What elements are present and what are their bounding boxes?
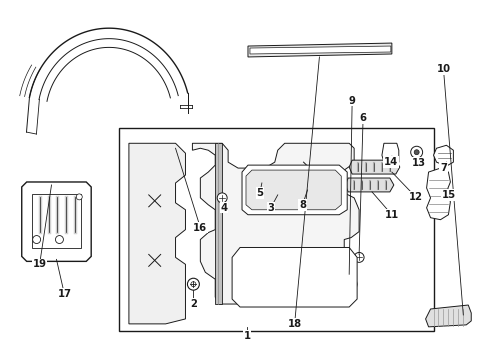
- Polygon shape: [232, 247, 357, 307]
- Polygon shape: [215, 143, 222, 304]
- Text: 17: 17: [57, 289, 72, 299]
- Circle shape: [303, 187, 308, 191]
- Text: 6: 6: [360, 113, 367, 123]
- Polygon shape: [382, 143, 399, 165]
- Text: 4: 4: [220, 203, 228, 213]
- Text: 9: 9: [349, 96, 356, 105]
- Circle shape: [191, 282, 196, 287]
- Polygon shape: [345, 178, 394, 192]
- Text: 3: 3: [268, 203, 274, 213]
- Text: 8: 8: [299, 200, 306, 210]
- Circle shape: [300, 184, 311, 194]
- Text: 7: 7: [440, 163, 447, 173]
- Circle shape: [345, 273, 353, 281]
- Text: 11: 11: [385, 210, 399, 220]
- Polygon shape: [22, 182, 91, 261]
- Text: 13: 13: [412, 158, 426, 168]
- Text: 19: 19: [33, 259, 47, 269]
- Polygon shape: [427, 168, 450, 220]
- Polygon shape: [32, 194, 81, 248]
- Circle shape: [257, 170, 267, 180]
- Circle shape: [414, 150, 419, 155]
- Circle shape: [354, 252, 364, 262]
- Polygon shape: [426, 305, 471, 327]
- Polygon shape: [193, 143, 359, 304]
- Text: 16: 16: [193, 222, 207, 233]
- Text: 14: 14: [384, 157, 398, 167]
- Polygon shape: [129, 143, 185, 324]
- Circle shape: [76, 194, 82, 200]
- Polygon shape: [349, 160, 400, 174]
- Text: 12: 12: [409, 192, 423, 202]
- Circle shape: [188, 278, 199, 290]
- Circle shape: [33, 235, 41, 243]
- Circle shape: [55, 235, 63, 243]
- Polygon shape: [242, 165, 347, 215]
- Text: 15: 15: [441, 190, 456, 200]
- Polygon shape: [246, 170, 341, 210]
- Text: 2: 2: [190, 299, 197, 309]
- Circle shape: [274, 184, 282, 192]
- Polygon shape: [250, 46, 391, 54]
- Text: 5: 5: [256, 188, 264, 198]
- Polygon shape: [434, 145, 453, 166]
- Circle shape: [217, 193, 227, 203]
- Text: 18: 18: [288, 319, 302, 329]
- Circle shape: [260, 173, 264, 177]
- Polygon shape: [248, 43, 392, 57]
- Text: 1: 1: [244, 331, 250, 341]
- Circle shape: [411, 146, 422, 158]
- Polygon shape: [119, 129, 434, 331]
- Text: 10: 10: [437, 64, 450, 74]
